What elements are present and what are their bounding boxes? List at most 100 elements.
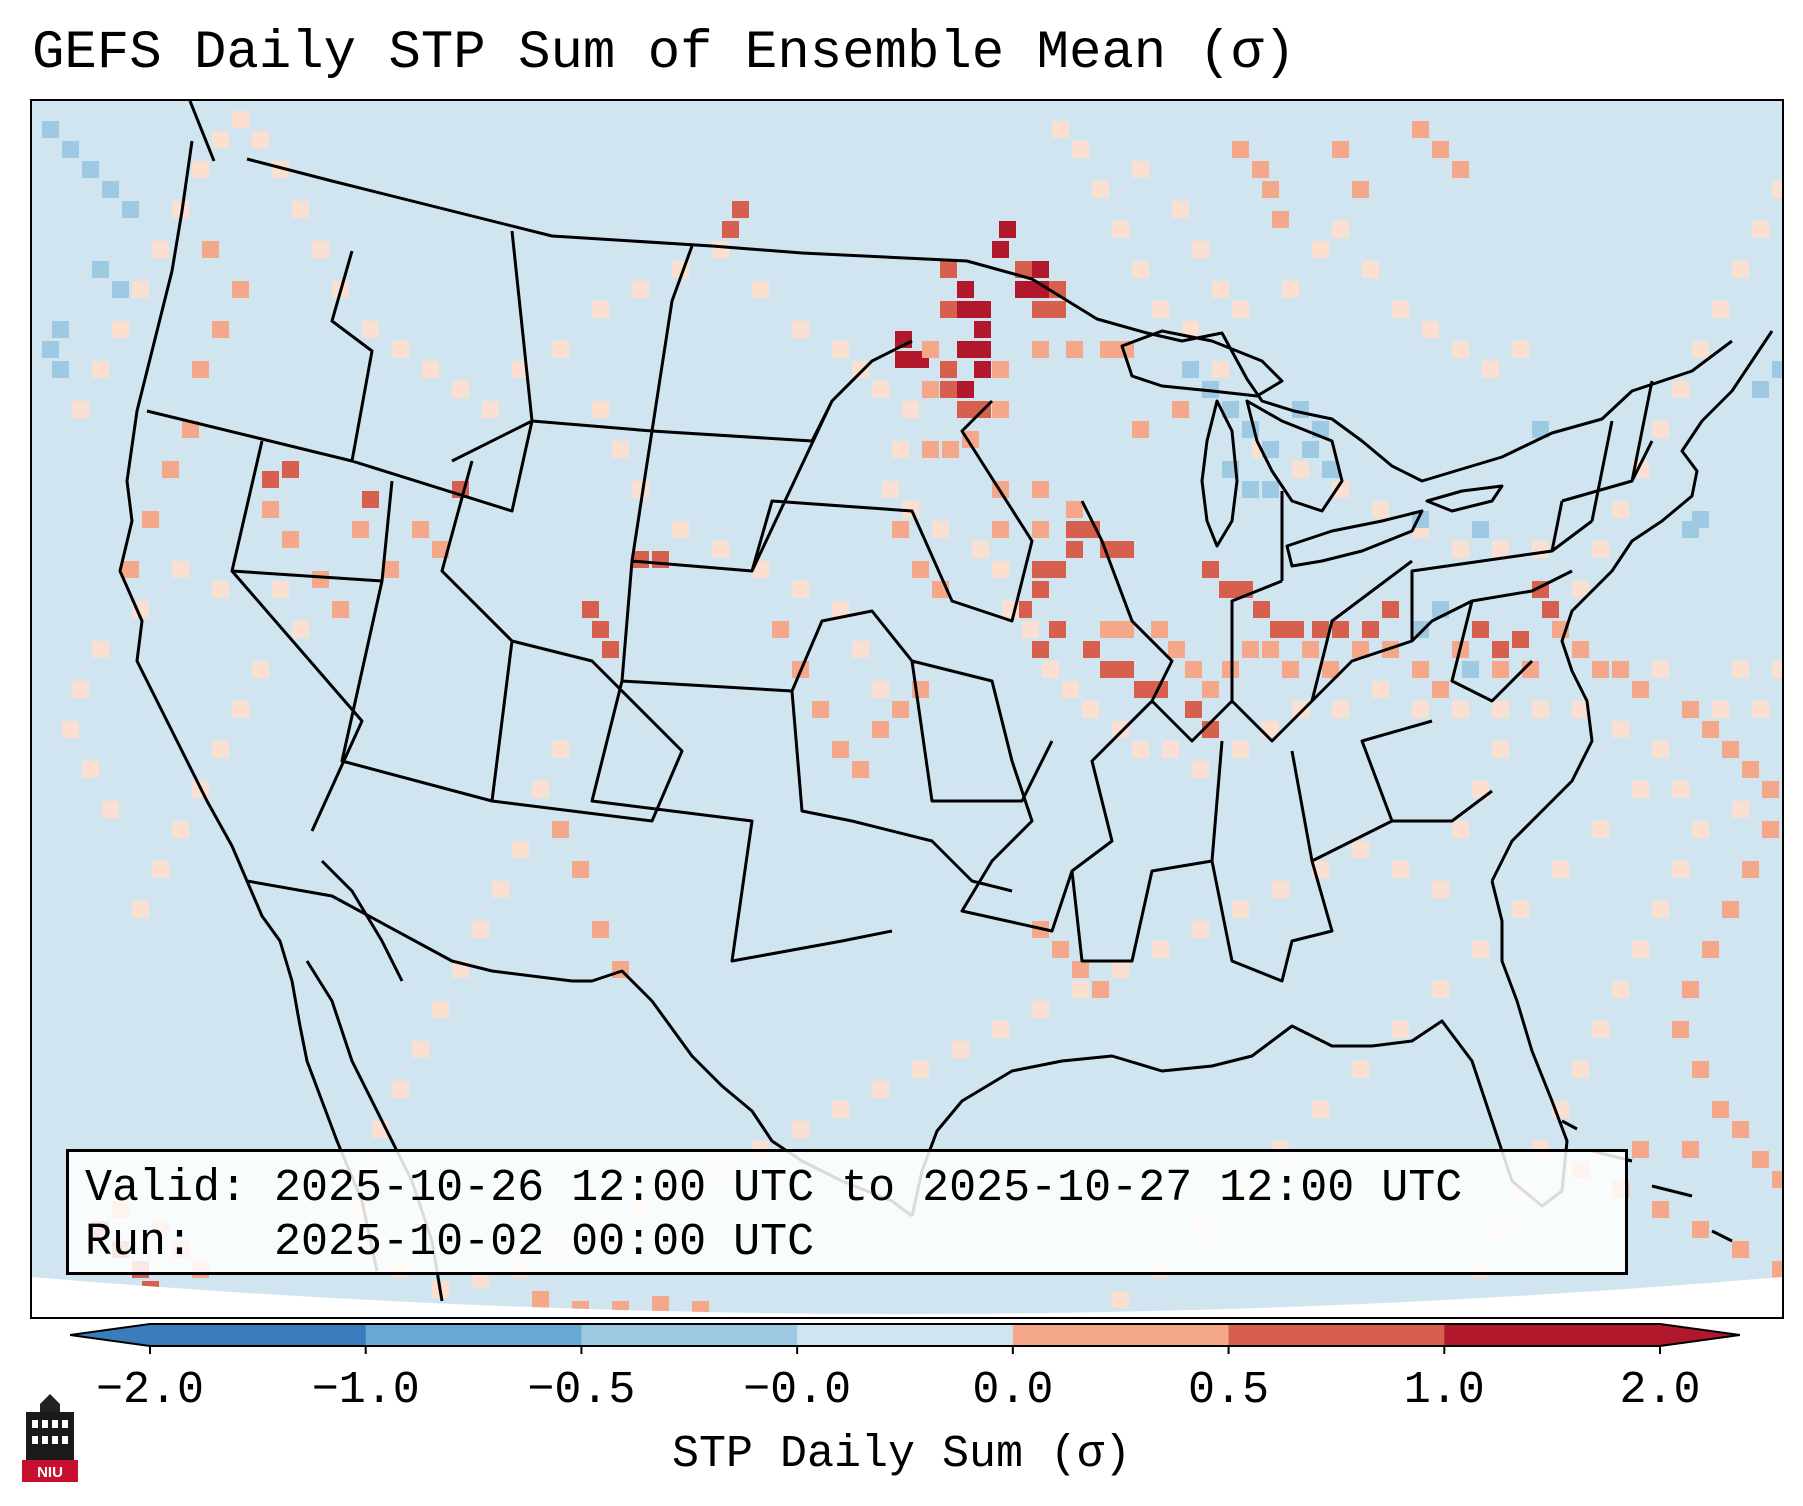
stp-cell-low <box>1452 341 1469 358</box>
stp-cell-high <box>1032 581 1049 598</box>
stp-cell-high <box>1015 261 1032 278</box>
canada-us-border <box>188 101 1733 483</box>
stp-cell-low <box>412 1041 429 1058</box>
stp-cell-high <box>1049 301 1066 318</box>
stp-cell-low <box>1692 821 1709 838</box>
stp-cell-high <box>1362 621 1379 638</box>
stp-cell-mid <box>1066 501 1083 518</box>
run-label: Run: <box>85 1217 194 1268</box>
stp-cell-mid <box>1632 1141 1649 1158</box>
stp-cell-low <box>1362 261 1379 278</box>
stp-cell-high <box>1287 621 1304 638</box>
stp-cell-mid <box>572 861 589 878</box>
stp-cell-low <box>1192 761 1209 778</box>
stp-cell-neg <box>82 161 99 178</box>
colorbar-segment <box>1228 1324 1445 1346</box>
logo-windows <box>32 1420 68 1444</box>
stp-cell-low <box>1652 901 1669 918</box>
stp-cell-high <box>1185 701 1202 718</box>
stp-cell-high <box>940 381 957 398</box>
stp-cell-low <box>272 581 289 598</box>
stp-cell-low <box>1112 721 1129 738</box>
stp-cell-high <box>1512 631 1529 648</box>
stp-cell-low <box>1132 741 1149 758</box>
stp-cell-low <box>1182 321 1199 338</box>
colorbar-tick-label: −2.0 <box>95 1365 205 1416</box>
stp-cell-low <box>1022 621 1039 638</box>
stp-cell-low <box>1292 461 1309 478</box>
stp-cell-low <box>792 321 809 338</box>
stp-cell-neg <box>1322 461 1339 478</box>
stp-cell-low <box>192 161 209 178</box>
colorbar-segments <box>150 1324 1661 1346</box>
colorbar-tick-label: −0.0 <box>743 1365 852 1416</box>
stp-cell-mid <box>1692 1221 1709 1238</box>
lake-superior <box>1120 329 1284 398</box>
stp-cell-mid <box>1772 1261 1782 1278</box>
stp-cell-low <box>362 321 379 338</box>
stp-cell-low <box>672 521 689 538</box>
stp-cell-mid <box>1202 681 1219 698</box>
stp-cell-low <box>1492 701 1509 718</box>
map-panel <box>30 99 1784 1319</box>
stp-cell-low <box>1192 241 1209 258</box>
stp-cell-neg <box>1532 421 1549 438</box>
stp-cell-mid <box>892 521 909 538</box>
stp-cell-low <box>1392 301 1409 318</box>
stp-cell-mid <box>1742 761 1759 778</box>
stp-cell-max <box>957 281 974 298</box>
stp-cell-high <box>1253 601 1270 618</box>
stp-cell-low <box>102 801 119 818</box>
stp-cell-high <box>1134 681 1151 698</box>
stp-cell-low <box>1422 321 1439 338</box>
stp-cell-neg <box>1472 521 1489 538</box>
stp-cell-mid <box>812 701 829 718</box>
stp-cell-low <box>1352 841 1369 858</box>
stp-cell-mid <box>1242 641 1259 658</box>
stp-cell-low <box>852 641 869 658</box>
stp-cell-max <box>957 341 974 358</box>
stp-cell-low <box>1392 861 1409 878</box>
stp-cell-low <box>1272 881 1289 898</box>
stp-cell-low <box>1132 161 1149 178</box>
stp-cell-low <box>1752 221 1769 238</box>
stp-cell-high <box>362 491 379 508</box>
stp-cell-low <box>1042 661 1059 678</box>
colorbar-segment <box>797 1324 1014 1346</box>
stp-cell-low <box>832 341 849 358</box>
stp-cell-low <box>432 1001 449 1018</box>
stp-cell-mid <box>1066 341 1083 358</box>
stp-cell-low <box>312 241 329 258</box>
stp-cell-mid <box>1100 621 1117 638</box>
stp-cell-low <box>892 441 909 458</box>
stp-cell-low <box>712 241 729 258</box>
stp-cell-high <box>1100 661 1117 678</box>
stp-cell-mid <box>1612 661 1629 678</box>
stp-cell-mid <box>852 761 869 778</box>
stp-cell-neg <box>1262 481 1279 498</box>
stp-cell-low <box>1592 541 1609 558</box>
stp-cell-high <box>1270 621 1287 638</box>
stp-cell-low <box>1652 741 1669 758</box>
stp-cell-max <box>957 381 974 398</box>
stp-cell-high <box>582 601 599 618</box>
stp-cell-low <box>902 401 919 418</box>
stp-cell-low <box>392 341 409 358</box>
stp-cell-low <box>1332 221 1349 238</box>
valid-value: 2025-10-26 12:00 UTC to 2025-10-27 12:00… <box>274 1163 1463 1214</box>
stp-cell-mid <box>1672 1021 1689 1038</box>
stp-cell-low <box>912 1061 929 1078</box>
stp-cell-low <box>1592 821 1609 838</box>
state-boundaries <box>146 230 1654 983</box>
stp-cell-mid <box>1185 661 1202 678</box>
stp-cell-mid <box>122 561 139 578</box>
stp-cell-low <box>1112 1291 1129 1308</box>
logo-tower-top <box>40 1394 60 1412</box>
stp-cell-mid <box>912 561 929 578</box>
stp-cell-low <box>72 681 89 698</box>
boundaries <box>118 101 1774 1302</box>
stp-cell-neg <box>112 281 129 298</box>
stp-cell-neg <box>1752 381 1769 398</box>
stp-cell-high <box>1066 541 1083 558</box>
colorbar-segment <box>1012 1324 1230 1346</box>
